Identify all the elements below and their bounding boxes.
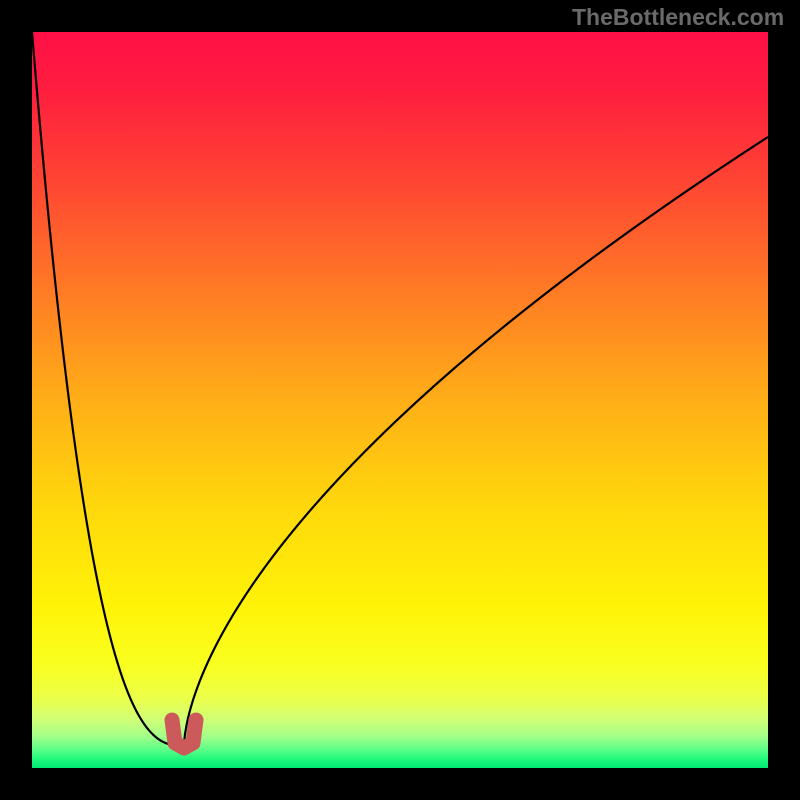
watermark-text: TheBottleneck.com	[572, 4, 784, 31]
chart-container: TheBottleneck.com	[0, 0, 800, 800]
gradient-background	[32, 32, 768, 768]
chart-svg	[32, 32, 768, 768]
plot-area	[32, 32, 768, 768]
